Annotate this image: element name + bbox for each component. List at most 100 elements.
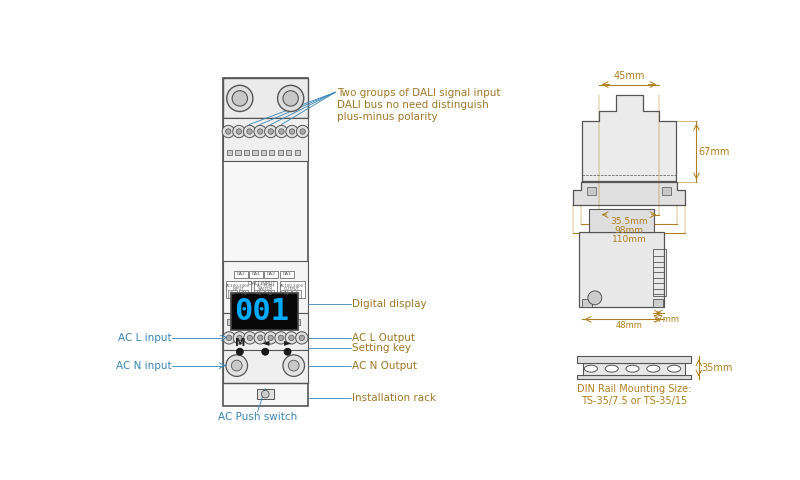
Circle shape bbox=[258, 335, 263, 341]
Circle shape bbox=[288, 360, 299, 371]
Bar bbox=[252, 319, 258, 325]
Bar bbox=[249, 271, 263, 278]
Bar bbox=[257, 389, 274, 399]
Text: 35mm: 35mm bbox=[701, 363, 733, 373]
Circle shape bbox=[226, 129, 231, 134]
Text: AC N input: AC N input bbox=[116, 360, 171, 371]
Circle shape bbox=[283, 91, 298, 106]
Bar bbox=[239, 290, 248, 298]
Circle shape bbox=[236, 348, 243, 355]
Bar bbox=[230, 293, 298, 330]
Text: DA2: DA2 bbox=[236, 272, 245, 276]
Bar bbox=[226, 281, 250, 298]
Text: DA1: DA1 bbox=[251, 272, 261, 276]
Circle shape bbox=[226, 355, 247, 376]
Bar bbox=[261, 319, 266, 325]
Text: OUTPUT: OUTPUT bbox=[284, 288, 300, 291]
Text: DALI INPUT: DALI INPUT bbox=[248, 281, 275, 286]
Circle shape bbox=[236, 129, 242, 134]
Text: ◄: ◄ bbox=[262, 337, 269, 348]
Ellipse shape bbox=[667, 365, 681, 372]
Bar bbox=[269, 150, 274, 156]
Bar bbox=[244, 150, 249, 156]
Text: AC100-240V: AC100-240V bbox=[226, 284, 250, 288]
Text: 98mm: 98mm bbox=[614, 226, 643, 235]
Bar bbox=[278, 319, 283, 325]
Bar bbox=[261, 150, 266, 156]
Bar bbox=[252, 150, 258, 156]
Circle shape bbox=[268, 129, 274, 134]
Circle shape bbox=[258, 129, 263, 134]
Bar bbox=[235, 150, 241, 156]
Circle shape bbox=[278, 335, 284, 341]
Text: AC Push switch: AC Push switch bbox=[218, 412, 297, 422]
Bar bbox=[226, 150, 232, 156]
Bar bbox=[582, 300, 593, 307]
Bar bbox=[589, 209, 654, 232]
Bar bbox=[269, 319, 274, 325]
Bar bbox=[577, 356, 691, 362]
Text: Two groups of DALI signal input
DALI bus no need distinguish
plus-minus polarity: Two groups of DALI signal input DALI bus… bbox=[337, 88, 500, 121]
Circle shape bbox=[278, 85, 304, 111]
Circle shape bbox=[268, 335, 274, 341]
Text: AC N Output: AC N Output bbox=[352, 360, 418, 371]
Bar bbox=[583, 362, 685, 375]
Ellipse shape bbox=[626, 365, 639, 372]
Circle shape bbox=[283, 355, 305, 376]
Bar bbox=[653, 249, 666, 296]
Text: L: L bbox=[230, 291, 234, 297]
Circle shape bbox=[243, 125, 256, 138]
Ellipse shape bbox=[585, 365, 598, 372]
Bar bbox=[266, 290, 274, 298]
Circle shape bbox=[223, 332, 235, 344]
Text: 001: 001 bbox=[234, 297, 289, 326]
Bar bbox=[662, 187, 671, 195]
Text: ►: ► bbox=[284, 337, 291, 348]
Circle shape bbox=[222, 125, 234, 138]
Circle shape bbox=[588, 291, 602, 305]
Circle shape bbox=[233, 125, 245, 138]
Circle shape bbox=[290, 129, 294, 134]
Bar bbox=[265, 271, 278, 278]
Text: 35.5mm: 35.5mm bbox=[610, 217, 648, 226]
Circle shape bbox=[232, 91, 247, 106]
Text: SWITCH: SWITCH bbox=[258, 288, 273, 291]
Text: 110mm: 110mm bbox=[612, 236, 646, 244]
Bar bbox=[653, 300, 663, 307]
Polygon shape bbox=[574, 182, 685, 205]
Bar bbox=[223, 78, 307, 406]
Bar bbox=[577, 375, 691, 380]
Circle shape bbox=[300, 129, 306, 134]
Bar bbox=[579, 232, 664, 307]
Circle shape bbox=[265, 332, 277, 344]
Circle shape bbox=[286, 332, 298, 344]
Text: 37mm: 37mm bbox=[653, 315, 679, 324]
Text: Setting key: Setting key bbox=[352, 343, 411, 353]
Circle shape bbox=[275, 125, 287, 138]
Text: N: N bbox=[284, 291, 289, 297]
Circle shape bbox=[265, 125, 277, 138]
Bar bbox=[244, 319, 249, 325]
Polygon shape bbox=[582, 96, 676, 181]
Bar bbox=[286, 319, 291, 325]
Text: N: N bbox=[242, 291, 246, 297]
Ellipse shape bbox=[646, 365, 660, 372]
Circle shape bbox=[286, 125, 298, 138]
Bar bbox=[292, 290, 302, 298]
Text: AC PUSH: AC PUSH bbox=[257, 284, 274, 288]
Text: 48mm: 48mm bbox=[615, 321, 642, 330]
Text: INPUT: INPUT bbox=[233, 288, 244, 291]
Text: Digital display: Digital display bbox=[352, 299, 427, 309]
Text: L: L bbox=[295, 291, 298, 297]
Bar bbox=[294, 319, 300, 325]
Circle shape bbox=[296, 332, 308, 344]
Circle shape bbox=[284, 348, 291, 355]
Text: 67mm: 67mm bbox=[698, 146, 730, 156]
Text: M: M bbox=[234, 337, 245, 348]
Bar bbox=[294, 150, 300, 156]
Circle shape bbox=[262, 390, 269, 398]
Circle shape bbox=[247, 335, 253, 341]
Bar bbox=[254, 290, 264, 298]
Circle shape bbox=[297, 125, 309, 138]
Circle shape bbox=[237, 335, 242, 341]
